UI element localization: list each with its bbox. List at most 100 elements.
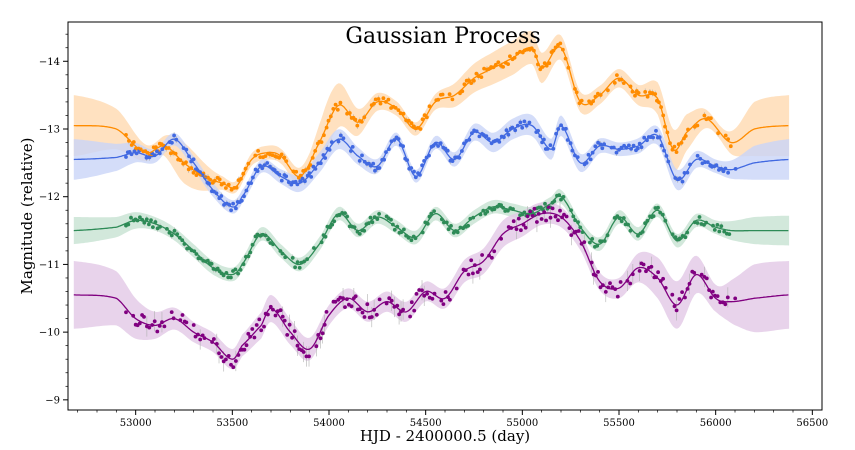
- observation-point: [450, 159, 455, 164]
- chart-title: Gaussian Process: [345, 24, 540, 49]
- x-tick-label: 56500: [796, 418, 828, 429]
- observation-point: [138, 215, 142, 220]
- observation-point: [336, 139, 341, 144]
- observation-point: [472, 78, 476, 83]
- observation-point: [628, 281, 633, 286]
- observation-point: [636, 91, 641, 95]
- observation-point: [588, 157, 593, 162]
- observation-point: [304, 354, 309, 359]
- observation-point: [409, 238, 414, 243]
- observation-point: [697, 215, 702, 219]
- observation-point: [466, 272, 471, 277]
- observation-point: [432, 209, 436, 214]
- observation-point: [320, 331, 325, 336]
- y-tick-label: −13: [39, 124, 60, 135]
- observation-point: [209, 261, 214, 266]
- observation-point: [558, 208, 562, 213]
- observation-point: [353, 294, 358, 299]
- observation-point: [618, 280, 623, 284]
- observation-point: [147, 325, 152, 330]
- observation-point: [414, 292, 419, 296]
- observation-point: [508, 54, 512, 59]
- observation-point: [619, 145, 624, 150]
- observation-point: [234, 359, 238, 363]
- observation-point: [162, 324, 167, 329]
- observation-point: [586, 152, 591, 157]
- observation-point: [466, 223, 470, 228]
- observation-point: [559, 197, 563, 202]
- observation-point: [373, 97, 378, 102]
- observation-point: [224, 357, 228, 362]
- observation-point: [229, 187, 234, 192]
- observation-point: [389, 298, 394, 303]
- observation-point: [244, 343, 249, 348]
- observation-point: [422, 293, 427, 298]
- y-tick-label: −10: [39, 328, 60, 339]
- observation-point: [371, 161, 376, 166]
- observation-point: [719, 224, 724, 229]
- x-tick-label: 55500: [603, 418, 635, 429]
- observation-point: [381, 96, 386, 101]
- observation-point: [441, 302, 446, 306]
- observation-point: [412, 308, 417, 313]
- confidence-band: [73, 202, 790, 370]
- observation-point: [149, 218, 153, 223]
- observation-point: [273, 313, 278, 318]
- observation-point: [324, 310, 329, 314]
- observation-point: [443, 290, 448, 294]
- observation-point: [543, 201, 547, 206]
- observation-point: [478, 267, 482, 272]
- observation-point: [603, 290, 608, 294]
- observation-point: [471, 271, 475, 276]
- observation-point: [514, 227, 519, 232]
- x-tick-label: 54500: [410, 418, 442, 429]
- observation-point: [242, 347, 247, 352]
- observation-point: [332, 219, 337, 224]
- observation-point: [409, 121, 414, 126]
- observation-point: [314, 344, 319, 349]
- observation-point: [651, 135, 655, 140]
- observation-point: [126, 222, 131, 227]
- observation-point: [226, 275, 231, 280]
- observation-point: [649, 264, 654, 269]
- observation-point: [633, 93, 637, 98]
- observation-point: [307, 354, 311, 359]
- observation-point: [277, 155, 282, 160]
- observation-point: [469, 81, 474, 85]
- observation-point: [142, 315, 146, 319]
- observation-point: [217, 177, 222, 182]
- observation-point: [446, 227, 451, 232]
- observation-point: [246, 331, 251, 336]
- observation-point: [532, 206, 537, 211]
- observation-point: [479, 75, 484, 79]
- observation-point: [260, 166, 265, 171]
- x-tick-label: 55000: [506, 418, 538, 429]
- observation-point: [445, 148, 450, 153]
- observation-point: [142, 220, 147, 225]
- observation-point: [191, 170, 196, 175]
- observation-point: [217, 351, 221, 356]
- observation-point: [674, 308, 679, 313]
- observation-point: [335, 107, 340, 112]
- observation-point: [528, 209, 533, 214]
- observation-point: [518, 120, 523, 125]
- observation-point: [387, 296, 392, 301]
- observation-point: [721, 169, 726, 174]
- observation-point: [636, 233, 640, 238]
- observation-point: [606, 88, 610, 93]
- observation-point: [212, 337, 216, 341]
- observation-point: [506, 62, 510, 66]
- observation-point: [147, 222, 151, 227]
- observation-point: [231, 201, 236, 206]
- observation-point: [569, 233, 574, 238]
- observation-point: [180, 313, 185, 317]
- observation-point: [722, 229, 727, 234]
- observation-point: [642, 135, 647, 140]
- observation-point: [377, 297, 382, 302]
- confidence-band: [73, 31, 790, 194]
- observation-point: [384, 301, 389, 306]
- observation-point: [295, 343, 300, 348]
- observation-point: [397, 312, 401, 317]
- observation-point: [155, 329, 160, 334]
- observation-point: [680, 290, 684, 294]
